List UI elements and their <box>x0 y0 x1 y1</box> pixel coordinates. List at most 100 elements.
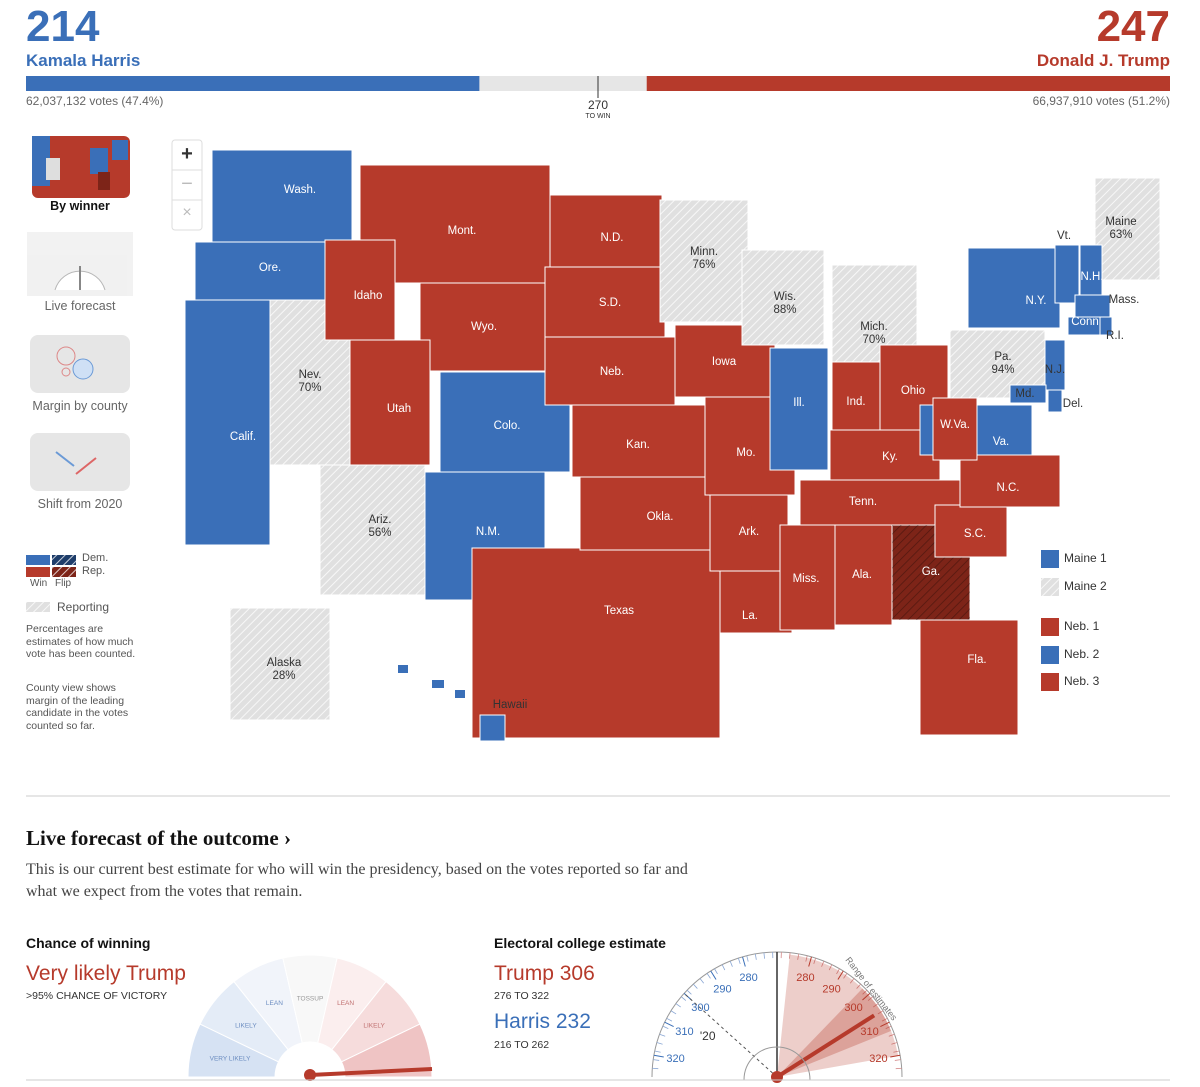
hub-cover <box>743 1046 811 1081</box>
state <box>967 247 1061 329</box>
state-label: R.I. <box>1106 330 1124 342</box>
reset[interactable]: × <box>182 204 192 221</box>
state <box>324 239 396 341</box>
state <box>1074 294 1111 318</box>
estimate: 306 <box>559 962 595 985</box>
section-title[interactable]: Live forecast of the outcome › <box>26 826 291 850</box>
legend-swatches <box>26 555 76 612</box>
legend-win: Win <box>30 578 48 589</box>
threshold-label: TO WIN <box>585 113 611 120</box>
minor-tick <box>891 1042 898 1045</box>
state-label: N.C. <box>997 482 1020 494</box>
tick-label: 300 <box>844 1002 862 1014</box>
zoom-in[interactable]: + <box>181 143 193 165</box>
minor-tick <box>659 1033 666 1037</box>
tick-label: 290 <box>822 984 840 996</box>
state-label: Ga. <box>922 566 941 578</box>
reporting-pct: 76% <box>692 259 715 271</box>
segment-label: LEAN <box>266 1000 283 1007</box>
minor-tick <box>805 955 808 962</box>
estimate: 232 <box>555 1010 591 1033</box>
view-option[interactable]: Margin by county <box>32 399 128 413</box>
map: Wash.Ore.Nev.70%Calif.Mont.IdahoWyo.Utah… <box>184 149 1161 742</box>
state-label: Del. <box>1063 398 1083 410</box>
minor-tick <box>877 1010 884 1015</box>
minor-tick <box>653 1059 660 1061</box>
zoom-out[interactable]: − <box>181 173 193 195</box>
state-label: N.D. <box>601 232 624 244</box>
minor-tick <box>813 957 817 964</box>
view-option[interactable]: By winner <box>50 199 110 213</box>
harris-ev: 214 <box>26 2 100 51</box>
state <box>544 336 676 406</box>
state <box>709 494 789 572</box>
reporting-pct: 70% <box>862 334 885 346</box>
harris-popular: 62,037,132 votes (47.4%) <box>26 94 164 108</box>
tick-label: 290 <box>713 984 731 996</box>
minor-tick <box>662 1025 669 1029</box>
segment-label: LIKELY <box>235 1023 257 1030</box>
state-label: Va. <box>993 436 1009 448</box>
state-label: Neb. <box>600 366 624 378</box>
tick-label: 280 <box>796 972 814 984</box>
view-option[interactable]: Live forecast <box>44 299 116 313</box>
minor-tick <box>675 1003 681 1008</box>
minor-tick <box>821 960 825 967</box>
previous-marker <box>683 992 778 1078</box>
district-hatch <box>1041 578 1059 596</box>
harris-range: 216 TO 262 <box>494 1039 550 1051</box>
harris-name: Kamala Harris <box>26 51 141 70</box>
district-swatch <box>1041 618 1059 636</box>
district-label: Maine 2 <box>1064 579 1107 593</box>
state-label: Nev. <box>299 369 322 381</box>
state-label: Wash. <box>284 184 316 196</box>
state <box>211 149 353 243</box>
state-label: S.C. <box>964 528 986 540</box>
legend-reporting: Reporting <box>57 600 110 614</box>
tick <box>808 956 812 967</box>
state <box>959 454 1061 508</box>
tick <box>710 970 717 980</box>
tick <box>653 1054 664 1058</box>
island <box>432 680 444 688</box>
state <box>544 266 666 338</box>
view-option[interactable]: Shift from 2020 <box>37 497 123 511</box>
state <box>184 299 271 546</box>
district-legend: Maine 1 Maine 2 Neb. 1 Neb. 2 Neb. 3 <box>1041 550 1107 691</box>
state <box>1054 244 1080 304</box>
district-label: Neb. 2 <box>1064 647 1100 661</box>
reporting-pct: 70% <box>298 382 321 394</box>
chance-heading: Chance of winning <box>26 935 151 951</box>
tick <box>862 992 871 1001</box>
segment-label: VERY LIKELY <box>210 1055 251 1062</box>
minor-tick <box>706 973 711 979</box>
tick-label: 310 <box>860 1026 878 1038</box>
electoral-heading: Electoral college estimate <box>494 935 666 951</box>
legend-flip: Flip <box>55 578 72 589</box>
state-label: Ill. <box>793 397 805 409</box>
minor-tick <box>693 983 698 989</box>
state-label: Hawaii <box>493 699 528 711</box>
shift-thumb <box>30 433 130 491</box>
tick-label: 320 <box>666 1053 684 1065</box>
state <box>571 404 708 478</box>
minor-tick <box>680 996 687 1001</box>
minor-tick <box>754 953 757 960</box>
needle <box>309 1067 433 1077</box>
state-label: Vt. <box>1057 230 1071 242</box>
state <box>799 479 961 526</box>
reporting-pct: 63% <box>1109 229 1132 241</box>
district-swatch <box>1041 673 1059 691</box>
minor-tick <box>699 978 705 984</box>
state-label: Utah <box>387 403 411 415</box>
winner-thumb <box>32 136 130 198</box>
minor-tick <box>666 1017 673 1022</box>
state-label: Miss. <box>793 573 820 585</box>
state-hatch <box>1095 178 1160 280</box>
zoom-controls[interactable] <box>171 139 203 231</box>
trump-name: Donald J. Trump <box>1036 51 1170 70</box>
state-label: Ore. <box>259 262 281 274</box>
state-label: La. <box>742 610 758 622</box>
state-label: Mont. <box>448 225 477 237</box>
tick <box>880 1021 890 1028</box>
